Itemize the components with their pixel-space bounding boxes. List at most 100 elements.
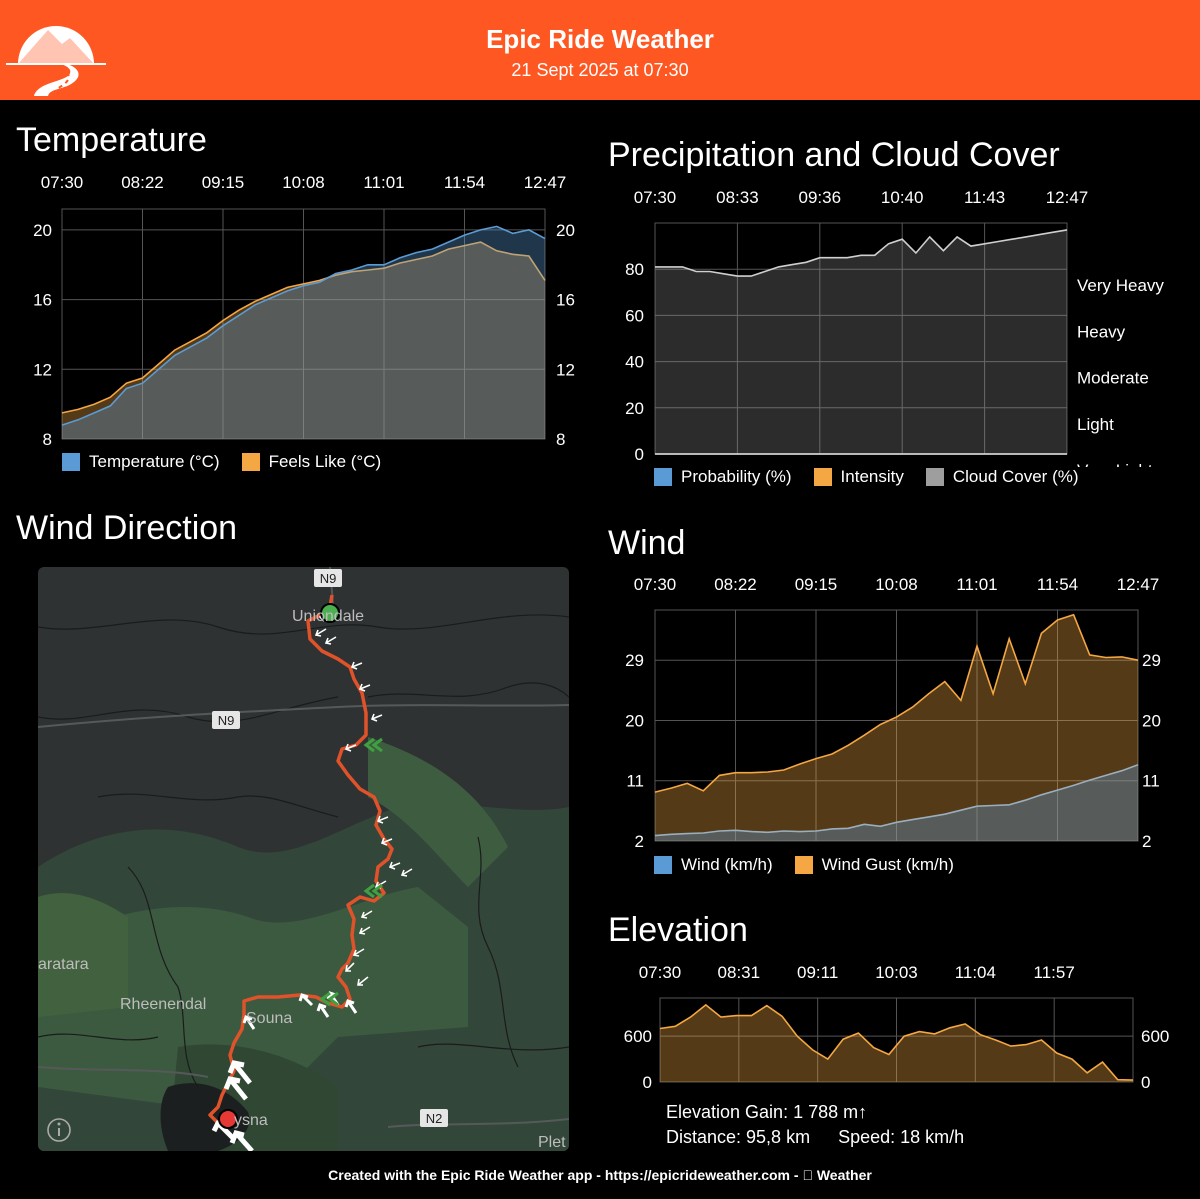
legend-label: Wind (km/h) — [681, 855, 773, 874]
legend-swatch — [654, 468, 672, 486]
n9-mid-shield — [212, 711, 240, 729]
precip-y-tick: 80 — [625, 260, 644, 279]
wind-x-tick: 08:22 — [714, 575, 757, 594]
precip-series-line — [655, 229, 1068, 277]
elevation-x-tick: 11:04 — [955, 963, 996, 982]
legend-item[interactable]: Feels Like (°C) — [241, 452, 382, 472]
legend-label: Cloud Cover (%) — [952, 467, 1079, 486]
info-icon[interactable] — [47, 1118, 71, 1142]
precip-x-tick: 11:43 — [964, 188, 1005, 207]
temperature-y-tick-right: 20 — [556, 221, 575, 240]
temperature-y-tick: 16 — [33, 291, 52, 310]
temperature-x-tick: 11:01 — [363, 173, 404, 192]
wind-direction-title: Wind Direction — [16, 509, 238, 547]
wind-chart: 2 2 11 11 20 20 29 29 07:30 08:22 09:15 10:08 11:01 1… — [625, 575, 1161, 851]
footer-credit: Created with the Epic Ride Weather app -… — [328, 1167, 872, 1183]
wind-x-tick: 10:08 — [875, 575, 918, 594]
elevation-y-tick-right: 600 — [1141, 1027, 1169, 1046]
end-marker[interactable] — [218, 1109, 238, 1129]
uniondale-label: Uniondale — [292, 608, 364, 625]
legend-label: Probability (%) — [681, 467, 792, 486]
elevation-x-tick: 11:57 — [1034, 963, 1075, 982]
elevation-x-tick: 09:11 — [797, 963, 838, 982]
legend-swatch — [794, 856, 813, 874]
precip-x-tick: 12:47 — [1046, 188, 1089, 207]
wind-direction-map[interactable]: N9 N9 N2 Uniondale Rheenendal Souna ysna… — [38, 567, 569, 1151]
elevation-series-line — [659, 1003, 1134, 1081]
precip-y-tick: 20 — [625, 399, 644, 418]
wind-y-tick-right: 11 — [1142, 772, 1160, 791]
wind-legend: Wind (km/h) Wind Gust (km/h) — [654, 855, 976, 875]
temperature-chart: 8 8 12 12 16 16 20 20 07:30 08:22 09:15 10:08 11:01 1… — [33, 173, 575, 449]
temperature-y-tick: 12 — [33, 360, 52, 379]
legend-item[interactable]: Temperature (°C) — [62, 452, 220, 472]
precip-x-tick: 10:40 — [881, 188, 924, 207]
start-marker[interactable] — [320, 603, 340, 623]
legend-item[interactable]: Wind (km/h) — [654, 855, 773, 875]
temperature-y-tick-right: 16 — [556, 291, 575, 310]
n9-top-shield — [314, 569, 342, 587]
legend-swatch — [654, 856, 672, 874]
wind-y-tick: 11 — [626, 772, 644, 791]
legend-label: Feels Like (°C) — [268, 452, 382, 471]
temperature-y-tick-right: 12 — [556, 360, 575, 379]
temperature-title: Temperature — [16, 121, 207, 159]
precip-intensity-label: Heavy — [1077, 322, 1126, 341]
elevation-chart: 0 0 600 600 07:30 08:31 09:11 10:03 11:04 11:57 — [624, 963, 1170, 1092]
mountain-logo-icon — [6, 26, 106, 96]
wind-y-tick-right: 20 — [1142, 711, 1161, 730]
legend-item[interactable]: Intensity — [813, 467, 904, 487]
temperature-series-line — [61, 241, 546, 414]
temperature-series-area — [62, 242, 545, 439]
elevation-series-area — [660, 1004, 1133, 1082]
legend-swatch — [925, 468, 944, 486]
temperature-x-tick: 09:15 — [202, 173, 245, 192]
wind-x-tick: 11:01 — [956, 575, 997, 594]
elevation-y-tick-right: 0 — [1141, 1073, 1150, 1092]
karatara-label: aratara — [38, 956, 89, 973]
wind-y-tick: 29 — [625, 651, 644, 670]
temperature-x-tick: 11:54 — [444, 173, 485, 192]
rheenendal-label: Rheenendal — [120, 996, 206, 1013]
precip-y-tick: 60 — [625, 306, 644, 325]
temperature-series-line — [61, 225, 546, 426]
legend-swatch — [241, 453, 260, 471]
speed-value: Speed: 18 km/h — [838, 1127, 965, 1147]
wind-title: Wind — [608, 524, 686, 562]
precip-intensity-label: Moderate — [1077, 369, 1149, 388]
temperature-x-tick: 07:30 — [41, 173, 84, 192]
legend-label: Temperature (°C) — [89, 452, 220, 471]
legend-item[interactable]: Cloud Cover (%) — [925, 467, 1079, 487]
precipitation-chart: 0 Very Light 20 Light 40 Moderate 60 Heavy 80 Ver… — [625, 188, 1164, 467]
knysna-label: ysna — [234, 1112, 268, 1129]
legend-item[interactable]: Probability (%) — [654, 467, 792, 487]
legend-item[interactable]: Wind Gust (km/h) — [794, 855, 954, 875]
elevation-y-tick: 600 — [624, 1027, 652, 1046]
wind-y-tick-right: 2 — [1142, 832, 1151, 851]
n9-top-label: N9 — [320, 571, 337, 586]
elevation-title: Elevation — [608, 911, 748, 949]
n2-shield — [420, 1109, 448, 1127]
header-bar: Epic Ride Weather 21 Sept 2025 at 07:30 — [0, 0, 1200, 100]
temperature-legend: Temperature (°C) Feels Like (°C) — [62, 452, 403, 472]
app-title: Epic Ride Weather — [486, 24, 714, 54]
temperature-y-tick: 8 — [43, 430, 52, 449]
legend-label: Intensity — [840, 467, 904, 486]
legend-swatch — [813, 468, 832, 486]
wind-series-line — [654, 613, 1139, 793]
elevation-x-tick: 10:03 — [875, 963, 918, 982]
souna-label: Souna — [246, 1010, 292, 1027]
elevation-x-tick: 08:31 — [718, 963, 761, 982]
precip-x-tick: 07:30 — [634, 188, 677, 207]
wind-x-tick: 12:47 — [1117, 575, 1160, 594]
legend-swatch — [62, 453, 80, 471]
n9-mid-label: N9 — [218, 713, 235, 728]
temperature-x-tick: 08:22 — [121, 173, 164, 192]
ride-date-time: 21 Sept 2025 at 07:30 — [511, 60, 689, 80]
wind-y-tick: 20 — [625, 711, 644, 730]
precip-intensity-label: Light — [1077, 415, 1114, 434]
elevation-x-tick: 07:30 — [639, 963, 682, 982]
precipitation-title: Precipitation and Cloud Cover — [608, 136, 1060, 174]
temperature-series-area — [62, 226, 545, 439]
wind-series-area — [655, 764, 1138, 841]
